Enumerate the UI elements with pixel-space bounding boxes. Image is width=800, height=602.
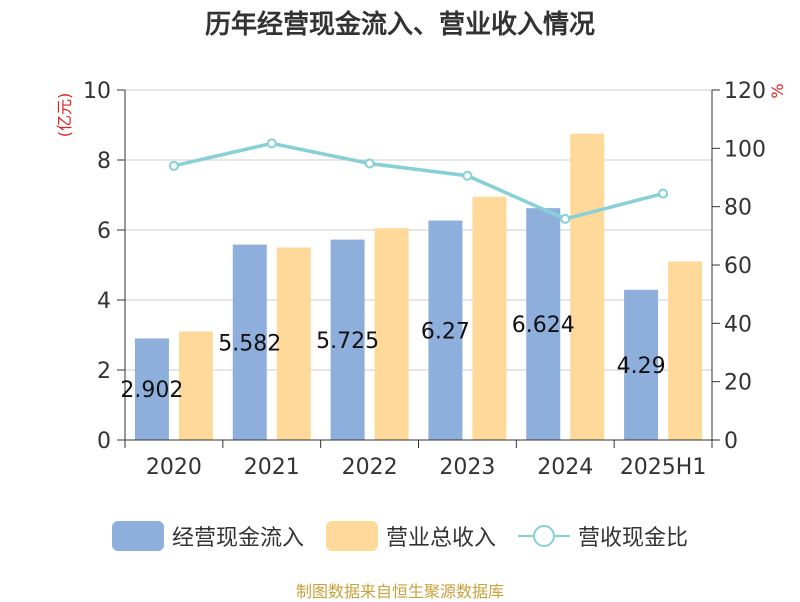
ratio-point-2025H1 (658, 188, 669, 199)
y-right-tick-label-60: 60 (724, 254, 752, 279)
data-label-cash-inflow-2025H1: 4.29 (617, 354, 666, 379)
source-note: 制图数据来自恒生聚源数据库 (295, 582, 504, 601)
legend-item-cash-inflow[interactable]: 经营现金流入 (111, 520, 304, 552)
ratio-point-2023 (462, 170, 473, 181)
x-tick-label-2024: 2024 (537, 455, 593, 480)
data-labels-group: 2.902 5.582 5.725 6.27 6.624 4.29 (120, 313, 665, 403)
bar-cash-inflow-2020 (134, 338, 169, 440)
y-left-tick-label-0: 0 (97, 429, 111, 454)
x-tick-label-2022: 2022 (342, 455, 398, 480)
legend-label-cash-inflow: 经营现金流入 (171, 526, 304, 551)
y-right-tick-label-100: 100 (724, 137, 766, 162)
legend-item-ratio[interactable]: 营收现金比 (518, 520, 688, 552)
legend: 经营现金流入 营业总收入 营收现金比 (0, 516, 800, 556)
y-right-tick-label-20: 20 (724, 371, 752, 396)
x-tick-label-2021: 2021 (244, 455, 300, 480)
y-right-tick-label-80: 80 (724, 196, 752, 221)
bar-revenue-2022 (374, 228, 409, 440)
y-left-tick-label-10: 10 (83, 79, 111, 104)
legend-item-revenue[interactable]: 营业总收入 (325, 520, 496, 552)
data-label-cash-inflow-2022: 5.725 (316, 329, 379, 354)
x-tick-label-2020: 2020 (146, 455, 202, 480)
ratio-point-2021 (266, 138, 277, 149)
data-label-cash-inflow-2020: 2.902 (120, 378, 183, 403)
bar-cash-inflow-2024 (526, 208, 561, 440)
y-right-tick-label-0: 0 (724, 429, 738, 454)
ratio-point-2022 (364, 158, 375, 169)
y-right-tick-label-40: 40 (724, 312, 752, 337)
grid-lines (125, 89, 712, 371)
data-label-cash-inflow-2024: 6.624 (512, 313, 575, 338)
bar-revenue-2020 (178, 331, 213, 440)
chart-title: 历年经营现金流入、营业收入情况 (204, 10, 595, 40)
x-tick-label-2025H1: 2025H1 (620, 455, 707, 480)
ratio-line-group (168, 138, 669, 224)
data-label-cash-inflow-2023: 6.27 (421, 319, 470, 344)
legend-label-ratio: 营收现金比 (578, 526, 689, 551)
legend-swatch-ratio (518, 521, 570, 551)
legend-label-revenue: 营业总收入 (385, 526, 496, 551)
bar-revenue-2023 (472, 196, 507, 440)
bar-cash-inflow-2022 (330, 239, 365, 440)
bars-group (134, 133, 703, 440)
bar-cash-inflow-2021 (232, 244, 267, 440)
y-right-tick-label-120: 120 (724, 79, 766, 104)
x-tick-label-2023: 2023 (439, 455, 495, 480)
bar-cash-inflow-2025H1 (624, 289, 659, 440)
y-left-tick-label-4: 4 (97, 289, 111, 314)
ratio-point-2024 (560, 213, 571, 224)
bar-revenue-2021 (276, 247, 311, 440)
y-left-tick-label-2: 2 (97, 359, 111, 384)
data-label-cash-inflow-2021: 5.582 (218, 331, 281, 356)
y-left-tick-label-6: 6 (97, 219, 111, 244)
y-left-unit-label: (亿元) (55, 93, 74, 138)
legend-swatch-revenue (325, 521, 378, 551)
ratio-point-2020 (168, 160, 179, 171)
y-right-unit-label: % (768, 83, 787, 98)
y-left-tick-label-8: 8 (97, 149, 111, 174)
bar-cash-inflow-2023 (428, 220, 463, 440)
bar-revenue-2024 (570, 133, 605, 440)
ratio-line (173, 141, 664, 221)
legend-swatch-cash-inflow (111, 521, 164, 551)
bar-revenue-2025H1 (668, 261, 703, 440)
